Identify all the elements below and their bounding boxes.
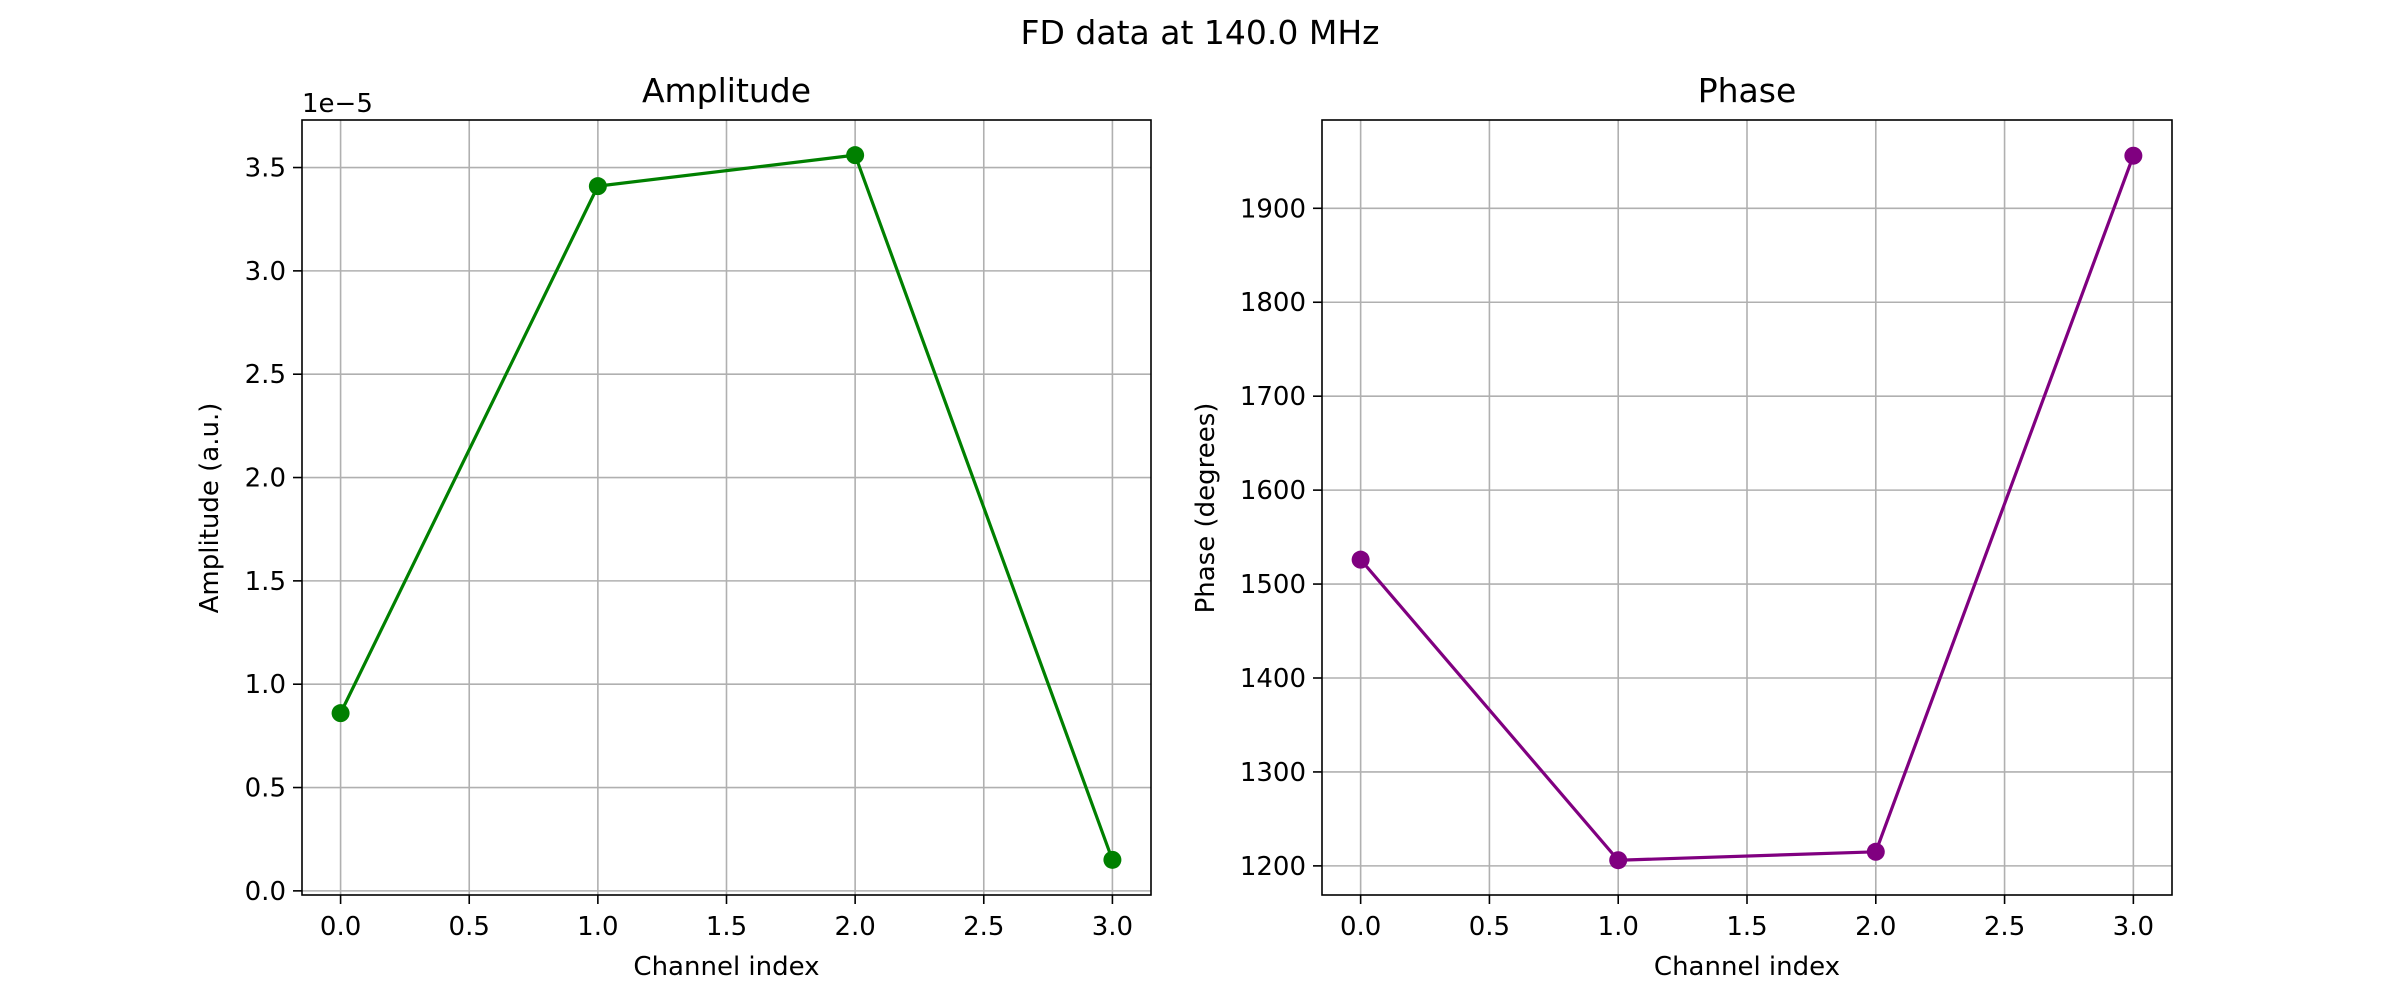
phase-y-tick-label: 1500 — [1240, 570, 1306, 600]
amplitude-x-tick-label: 2.0 — [834, 912, 875, 942]
amplitude-y-tick-label: 0.5 — [245, 774, 286, 804]
amplitude-plot-area: 0.0 0.5 1.0 1.5 2.0 2.5 3.0 0.0 0.5 1.0 1.5 2.0 2.5 3… — [245, 119, 1152, 942]
phase-data-point — [2124, 146, 2143, 165]
amplitude-xlabel: Channel index — [633, 952, 819, 982]
phase-data-point — [1866, 842, 1885, 861]
phase-title: Phase — [1698, 71, 1797, 110]
amplitude-data-point — [331, 704, 350, 723]
amplitude-y-tick-label: 2.0 — [245, 464, 286, 494]
amplitude-y-tick-label: 3.0 — [245, 257, 286, 287]
amplitude-title: Amplitude — [642, 71, 811, 110]
phase-panel: 0.0 0.5 1.0 1.5 2.0 2.5 3.0 1200 1300 1400 1500 160… — [1191, 71, 2173, 982]
amplitude-offset-text: 1e−5 — [302, 89, 373, 119]
phase-y-tick-label: 1200 — [1240, 852, 1306, 882]
amplitude-y-tick-label: 3.5 — [245, 154, 286, 184]
phase-x-tick-label: 2.5 — [1984, 912, 2025, 942]
amplitude-y-tick-label: 1.5 — [245, 567, 286, 597]
phase-data-point — [1609, 851, 1628, 870]
phase-x-tick-label: 2.0 — [1855, 912, 1896, 942]
amplitude-data-point — [1103, 850, 1122, 869]
phase-x-tick-label: 3.0 — [2113, 912, 2154, 942]
amplitude-y-tick-label: 0.0 — [245, 877, 286, 907]
figure-title: FD data at 140.0 MHz — [1021, 13, 1380, 52]
phase-y-tick-label: 1400 — [1240, 664, 1306, 694]
amplitude-y-tick-label: 1.0 — [245, 670, 286, 700]
phase-y-tick-label: 1600 — [1240, 476, 1306, 506]
phase-y-tick-label: 1900 — [1240, 194, 1306, 224]
amplitude-x-tick-label: 3.0 — [1092, 912, 1133, 942]
amplitude-x-tick-label: 2.5 — [963, 912, 1004, 942]
amplitude-series-line — [339, 153, 1114, 861]
phase-ylabel: Phase (degrees) — [1191, 403, 1221, 614]
phase-x-tick-label: 1.5 — [1726, 912, 1767, 942]
phase-y-tick-label: 1700 — [1240, 382, 1306, 412]
phase-y-tick-label: 1800 — [1240, 288, 1306, 318]
amplitude-data-point — [588, 177, 607, 196]
amplitude-panel: 0.0 0.5 1.0 1.5 2.0 2.5 3.0 0.0 0.5 1.0 1.5 2.0 2.5 3… — [195, 71, 1152, 982]
amplitude-x-tick-label: 0.0 — [320, 912, 361, 942]
phase-data-point — [1351, 550, 1370, 569]
phase-plot-area: 0.0 0.5 1.0 1.5 2.0 2.5 3.0 1200 1300 1400 1500 160… — [1240, 119, 2173, 942]
phase-x-tick-label: 0.5 — [1469, 912, 1510, 942]
amplitude-x-tick-label: 0.5 — [449, 912, 490, 942]
phase-xlabel: Channel index — [1654, 952, 1840, 982]
phase-y-tick-label: 1300 — [1240, 758, 1306, 788]
phase-series-line — [1359, 155, 2135, 862]
phase-x-tick-label: 0.0 — [1340, 912, 1381, 942]
amplitude-data-point — [846, 146, 865, 165]
amplitude-ylabel: Amplitude (a.u.) — [195, 403, 225, 614]
phase-x-tick-label: 1.0 — [1598, 912, 1639, 942]
amplitude-y-tick-label: 2.5 — [245, 360, 286, 390]
amplitude-x-tick-label: 1.5 — [706, 912, 747, 942]
amplitude-x-tick-label: 1.0 — [577, 912, 618, 942]
